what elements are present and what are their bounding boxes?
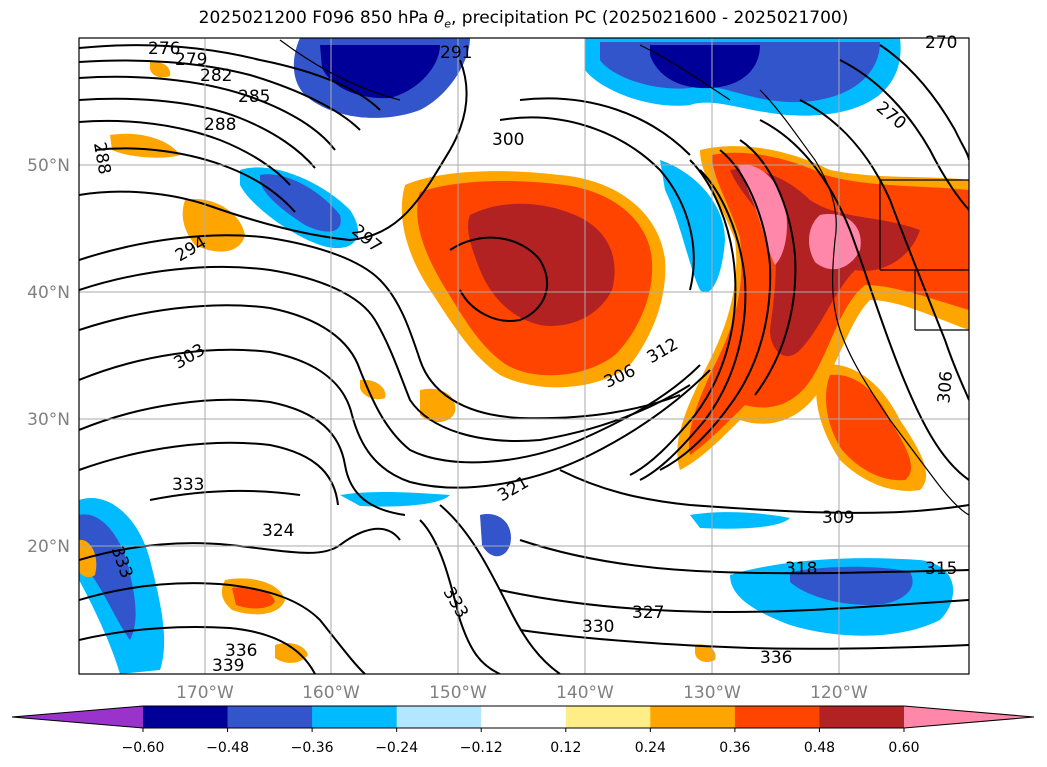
lon-label-170w: 170°W (176, 683, 234, 703)
colorbar-extend-max (904, 706, 1034, 728)
colorbar-segment (819, 706, 905, 728)
contour-label: 309 (822, 508, 854, 528)
longitude-axis: 170°W 160°W 150°W 140°W 130°W 120°W (176, 683, 868, 703)
lat-label-30n: 30°N (27, 410, 70, 430)
contour-label: 336 (225, 641, 257, 661)
lat-label-40n: 40°N (27, 283, 70, 303)
colorbar-extend-min (12, 706, 143, 728)
contour-label: 336 (760, 648, 792, 668)
lon-label-130w: 130°W (683, 683, 741, 703)
colorbar-segment (396, 706, 482, 728)
lon-label-120w: 120°W (810, 683, 868, 703)
contour-label: 276 (148, 39, 180, 59)
colorbar-segment (565, 706, 651, 728)
lon-label-150w: 150°W (429, 683, 487, 703)
contour-label: 315 (925, 559, 957, 579)
latitude-axis: 50°N 40°N 30°N 20°N (27, 156, 70, 557)
colorbar-tick-label: −0.36 (291, 740, 334, 756)
contour-label: 327 (632, 603, 664, 623)
colorbar-tick-label: 0.36 (719, 740, 750, 756)
colorbar-tick-label: −0.60 (122, 740, 165, 756)
colorbar-segment (734, 706, 820, 728)
coastlines (279, 39, 969, 516)
contour-label: 333 (172, 475, 204, 495)
colorbar-segment (481, 706, 567, 728)
colorbar-segment (312, 706, 398, 728)
graticule (79, 38, 969, 674)
colorbar-tick-label: −0.12 (460, 740, 503, 756)
colorbar: −0.60 −0.48 −0.36 −0.24 −0.12 0.12 0.24 0.36 0.4… (11, 705, 1035, 756)
colorbar-tick-label: 0.48 (804, 740, 835, 756)
colorbar-tick-label: 0.60 (888, 740, 919, 756)
contour-label: 279 (175, 50, 207, 70)
colorbar-segment (143, 706, 229, 728)
colorbar-segment (227, 706, 313, 728)
contour-label: 324 (262, 521, 294, 541)
contour-label: 330 (582, 617, 614, 637)
map-frame (78, 37, 970, 675)
lon-label-160w: 160°W (302, 683, 360, 703)
lat-label-50n: 50°N (27, 156, 70, 176)
lon-label-140w: 140°W (556, 683, 614, 703)
lat-label-20n: 20°N (27, 537, 70, 557)
contour-label: 288 (204, 115, 236, 135)
colorbar-segment (650, 706, 736, 728)
map-title: 2025021200 F096 850 hPa θe, precipitatio… (198, 8, 849, 31)
contour-label: 339 (212, 656, 244, 676)
colorbar-tick-label: 0.24 (635, 740, 666, 756)
contour-label: 300 (492, 130, 524, 150)
colorbar-tick-label: −0.24 (375, 740, 418, 756)
contour-label: 285 (238, 87, 270, 107)
colorbar-tick-label: −0.48 (206, 740, 249, 756)
contour-label: 282 (200, 66, 232, 86)
contour-label: 306 (934, 370, 957, 404)
contour-label: 318 (785, 559, 817, 579)
contour-label: 270 (925, 33, 957, 53)
contour-label: 291 (440, 43, 472, 63)
colorbar-tick-label: 0.12 (550, 740, 581, 756)
theta-e-contours (79, 44, 969, 674)
